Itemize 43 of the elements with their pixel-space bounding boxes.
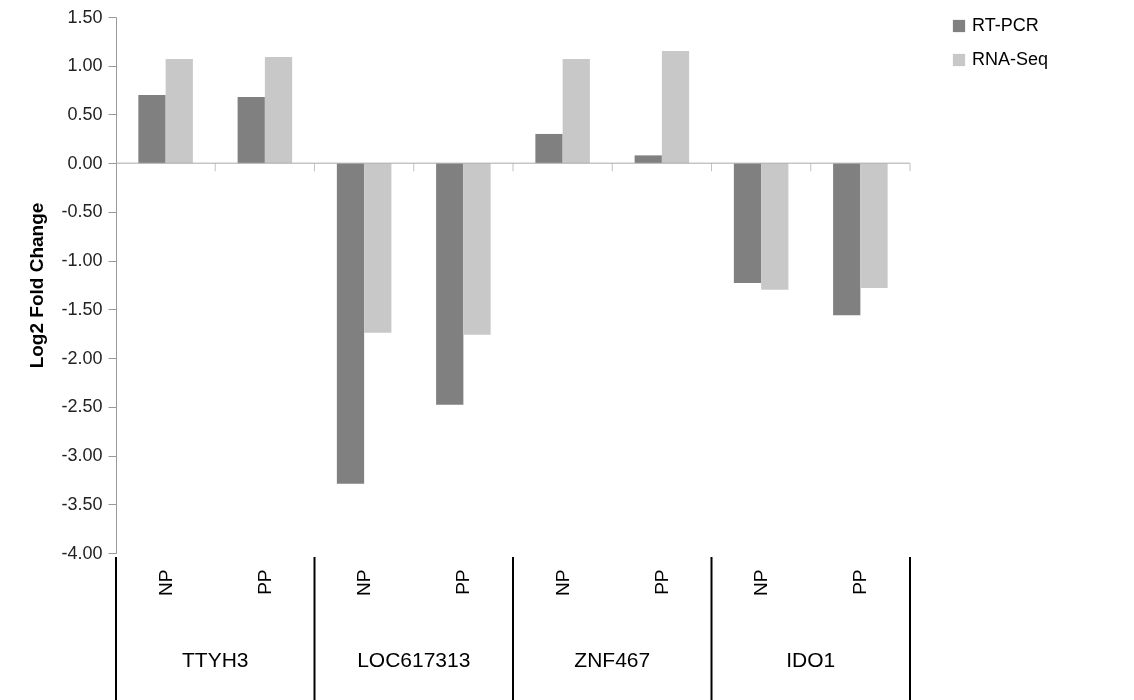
y-tick-label: -3.50	[61, 493, 103, 514]
bar	[463, 163, 491, 335]
bar	[860, 163, 888, 288]
x-tick-label: PP	[650, 569, 672, 595]
y-tick-label: 1.00	[67, 55, 103, 76]
legend-label: RT-PCR	[972, 15, 1039, 35]
x-tick-label: NP	[154, 569, 176, 596]
x-tick-label: PP	[849, 569, 871, 595]
y-tick-label: -1.50	[61, 298, 103, 319]
text: ZNF467	[574, 648, 651, 671]
bar	[761, 163, 789, 290]
x-tick-label: NP	[353, 569, 375, 596]
bar	[364, 163, 392, 333]
text: IDO1	[786, 648, 836, 671]
bar	[336, 163, 365, 484]
y-tick-label: -0.50	[61, 201, 103, 222]
bar	[436, 163, 464, 405]
text: TTYH3	[181, 648, 249, 671]
legend-label: RNA-Seq	[972, 49, 1049, 69]
y-tick-label: -3.00	[61, 445, 103, 466]
bar	[661, 51, 690, 164]
y-tick-label: -2.00	[61, 347, 103, 368]
text: LOC617313	[357, 648, 471, 671]
bar	[535, 133, 563, 164]
bar	[833, 163, 861, 316]
bar	[165, 58, 193, 164]
y-tick-label: -1.00	[61, 250, 103, 271]
y-tick-label: 0.50	[67, 103, 103, 124]
y-tick-label: 0.00	[67, 152, 103, 173]
bar	[264, 56, 293, 164]
bar	[634, 155, 662, 164]
x-tick-label: PP	[452, 569, 474, 595]
bar	[562, 58, 590, 164]
y-axis-title: Log2 Fold Change	[26, 202, 48, 369]
x-tick-label: NP	[551, 569, 573, 596]
x-tick-label: PP	[253, 569, 275, 595]
bar	[237, 96, 265, 164]
y-tick-label: 1.50	[67, 6, 103, 27]
y-tick-label: -4.00	[61, 542, 103, 563]
x-tick-label: NP	[750, 569, 772, 596]
y-tick-label: -2.50	[61, 396, 103, 417]
bar	[733, 163, 762, 284]
bar	[138, 94, 166, 164]
